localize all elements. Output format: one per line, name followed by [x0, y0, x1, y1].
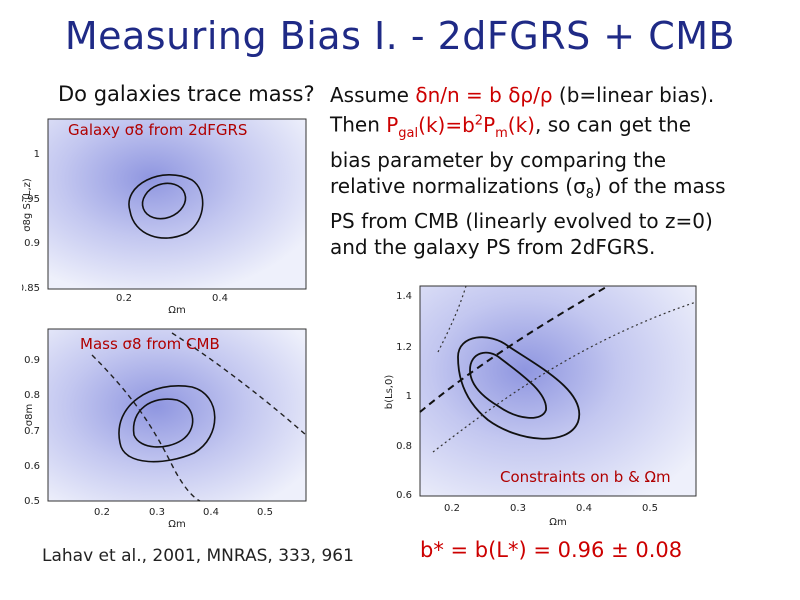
ytick: 1.2: [396, 342, 412, 353]
xtick: 0.5: [257, 507, 273, 518]
contour-inner: [132, 398, 194, 448]
para-line-1: Assume δn/n = b δρ/ρ (b=linear bias).: [330, 83, 715, 107]
xtick: 0.2: [444, 503, 460, 514]
xtick: 0.4: [212, 293, 228, 304]
xtick: 0.4: [576, 503, 592, 514]
plot-frame: [47, 118, 307, 290]
contour-outer: [457, 336, 581, 440]
ytick: 1: [406, 391, 412, 402]
xtick: 0.5: [642, 503, 658, 514]
contour-inner: [469, 351, 547, 419]
ytick: 0.7: [24, 426, 40, 437]
mass-sigma8-plot: 0.9 0.8 0.7 0.6 0.5 0.2 0.3 0.4 0.5 Ωm σ…: [22, 325, 312, 530]
para-line-6: and the galaxy PS from 2dFGRS.: [330, 234, 656, 259]
citation: Lahav et al., 2001, MNRAS, 333, 961: [42, 546, 354, 566]
ytick: 0.95: [22, 194, 40, 205]
ytick: 0.9: [24, 238, 40, 249]
xtick: 0.3: [149, 507, 165, 518]
bias-constraint-svg: 1.4 1.2 1 0.8 0.6 0.2 0.3 0.4 0.5 Ωm b(L…: [384, 285, 697, 528]
bias-constraint-plot: 1.4 1.2 1 0.8 0.6 0.2 0.3 0.4 0.5 Ωm b(L…: [378, 282, 703, 532]
y-axis-label: b(Ls,0): [384, 375, 395, 410]
dotted-line-upper: [432, 301, 697, 453]
plot-frame: [47, 328, 307, 502]
ytick: 0.6: [24, 461, 40, 472]
galaxy-panel-label: Galaxy σ8 from 2dFGRS: [68, 121, 248, 139]
question-text: Do galaxies trace mass?: [58, 82, 315, 106]
xtick: 0.2: [94, 507, 110, 518]
para-line-3: bias parameter by comparing the: [330, 147, 667, 172]
x-axis-label: Ωm: [168, 305, 185, 315]
xtick: 0.3: [510, 503, 526, 514]
dotted-line-left: [437, 285, 467, 353]
contour-outer: [118, 385, 216, 463]
contour-outer: [128, 174, 204, 239]
mass-sigma8-svg: 0.9 0.8 0.7 0.6 0.5 0.2 0.3 0.4 0.5 Ωm σ…: [24, 328, 307, 530]
explanation-paragraph: Assume δn/n = b δρ/ρ (b=linear bias). Th…: [330, 82, 780, 260]
para-line-5: PS from CMB (linearly evolved to z=0): [330, 208, 713, 233]
para-line-2: Then Pgal(k)=b2Pm(k), so can get the: [330, 112, 692, 141]
contour-inner: [141, 182, 187, 220]
ytick: 0.8: [396, 441, 412, 452]
y-axis-label: σ8m: [24, 404, 35, 426]
dashed-curve-lower: [91, 354, 201, 502]
ytick: 0.85: [22, 283, 40, 294]
galaxy-sigma8-plot: 1 0.95 0.9 0.85 0.2 0.4 Ωm σ8g S (L,z) G…: [22, 115, 312, 315]
slide-title: Measuring Bias I. - 2dFGRS + CMB: [64, 14, 736, 58]
xtick: 0.2: [116, 293, 132, 304]
bias-result: b* = b(L*) = 0.96 ± 0.08: [420, 538, 683, 562]
xtick: 0.4: [203, 507, 219, 518]
ytick: 1: [34, 149, 40, 160]
y-axis-label: σ8g S (L,z): [22, 178, 33, 232]
mass-panel-label: Mass σ8 from CMB: [80, 335, 220, 353]
ytick: 0.8: [24, 390, 40, 401]
constraint-panel-label: Constraints on b & Ωm: [500, 468, 671, 486]
para-line-4: relative normalizations (σ8) of the mass: [330, 173, 726, 202]
ytick: 0.5: [24, 496, 40, 507]
x-axis-label: Ωm: [549, 517, 566, 528]
dashed-line: [419, 285, 609, 413]
ytick: 0.6: [396, 490, 412, 501]
x-axis-label: Ωm: [168, 519, 185, 530]
ytick: 0.9: [24, 355, 40, 366]
dashed-curve-upper: [171, 332, 307, 436]
ytick: 1.4: [396, 291, 412, 302]
galaxy-sigma8-svg: 1 0.95 0.9 0.85 0.2 0.4 Ωm σ8g S (L,z): [22, 118, 307, 315]
